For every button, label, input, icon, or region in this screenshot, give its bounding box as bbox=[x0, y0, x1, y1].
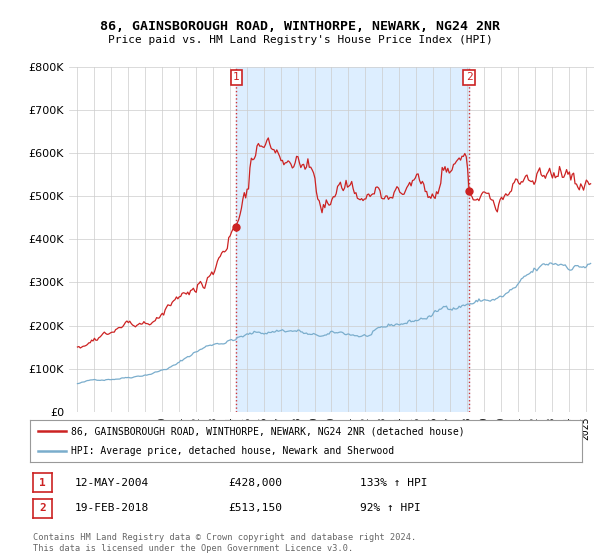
Text: 12-MAY-2004: 12-MAY-2004 bbox=[75, 478, 149, 488]
Text: 1: 1 bbox=[233, 72, 239, 82]
Text: 92% ↑ HPI: 92% ↑ HPI bbox=[360, 503, 421, 514]
Text: Price paid vs. HM Land Registry's House Price Index (HPI): Price paid vs. HM Land Registry's House … bbox=[107, 35, 493, 45]
Text: £513,150: £513,150 bbox=[228, 503, 282, 514]
Text: 2: 2 bbox=[466, 72, 472, 82]
Text: Contains HM Land Registry data © Crown copyright and database right 2024.
This d: Contains HM Land Registry data © Crown c… bbox=[33, 533, 416, 553]
Text: £428,000: £428,000 bbox=[228, 478, 282, 488]
Text: 1: 1 bbox=[39, 478, 46, 488]
Text: 133% ↑ HPI: 133% ↑ HPI bbox=[360, 478, 427, 488]
Text: HPI: Average price, detached house, Newark and Sherwood: HPI: Average price, detached house, Newa… bbox=[71, 446, 395, 456]
Text: 86, GAINSBOROUGH ROAD, WINTHORPE, NEWARK, NG24 2NR: 86, GAINSBOROUGH ROAD, WINTHORPE, NEWARK… bbox=[100, 20, 500, 32]
Bar bbox=[236, 67, 469, 412]
Text: 86, GAINSBOROUGH ROAD, WINTHORPE, NEWARK, NG24 2NR (detached house): 86, GAINSBOROUGH ROAD, WINTHORPE, NEWARK… bbox=[71, 426, 465, 436]
Text: 19-FEB-2018: 19-FEB-2018 bbox=[75, 503, 149, 514]
Text: 2: 2 bbox=[39, 503, 46, 514]
